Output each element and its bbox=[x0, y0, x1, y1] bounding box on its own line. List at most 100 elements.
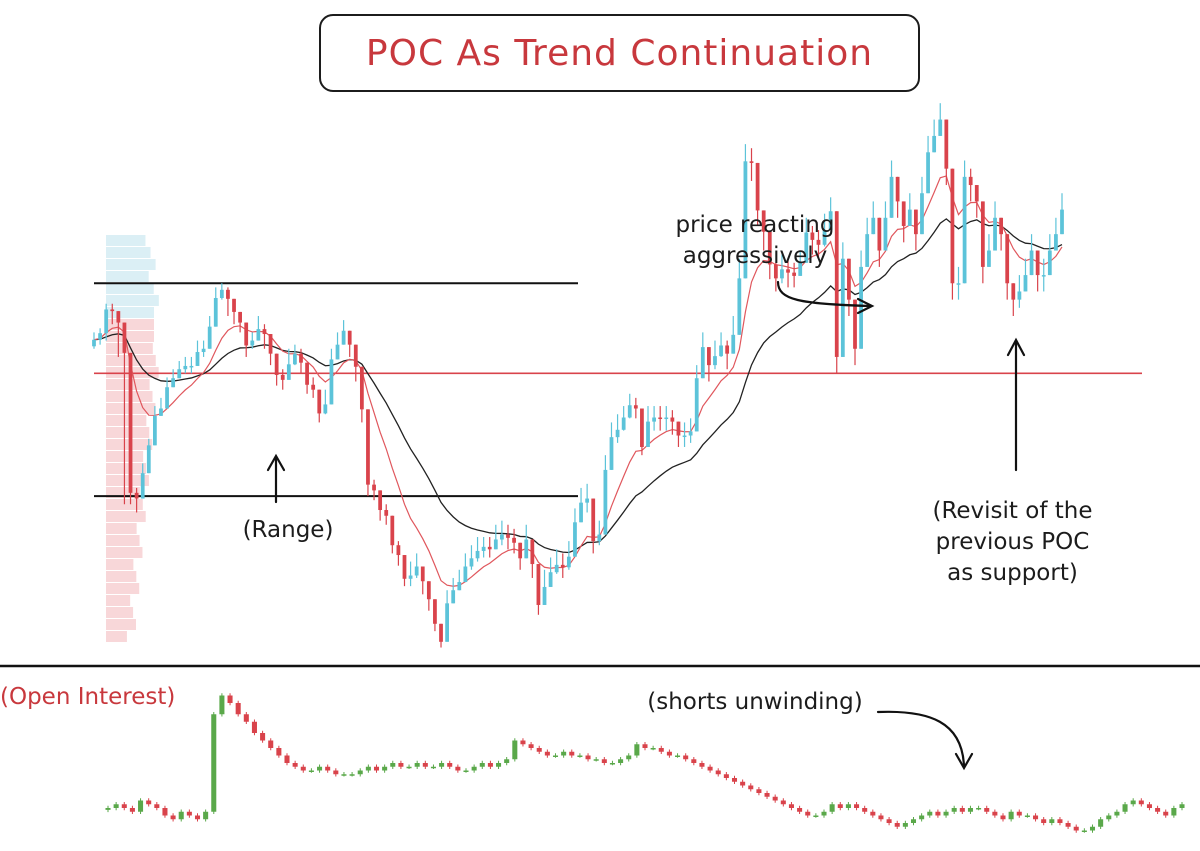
candle-body bbox=[871, 217, 876, 235]
price-candle bbox=[487, 537, 492, 558]
oi-body bbox=[268, 740, 274, 748]
candle-body bbox=[433, 599, 437, 624]
price-candle bbox=[804, 217, 809, 263]
oi-body bbox=[561, 751, 567, 756]
price-candle bbox=[122, 322, 127, 505]
oi-body bbox=[544, 751, 550, 756]
candle-body bbox=[798, 262, 803, 276]
candle-body bbox=[244, 322, 249, 346]
oi-body bbox=[992, 811, 998, 816]
arrow-head bbox=[1006, 337, 1026, 357]
candle-body bbox=[743, 161, 748, 279]
candle-body bbox=[694, 378, 699, 432]
oi-body bbox=[862, 808, 868, 812]
oi-candle bbox=[618, 757, 624, 766]
oi-candle bbox=[1089, 824, 1096, 833]
oi-candle bbox=[1073, 824, 1079, 833]
oi-candle bbox=[780, 798, 786, 807]
candle-body bbox=[122, 322, 127, 353]
candle-body bbox=[646, 421, 650, 447]
price-candle bbox=[615, 414, 620, 443]
candle-body bbox=[670, 417, 675, 422]
oi-candle bbox=[813, 813, 819, 818]
candle-body bbox=[171, 378, 176, 388]
price-candle bbox=[359, 366, 364, 423]
oi-body bbox=[146, 800, 152, 805]
oi-candle bbox=[561, 749, 567, 758]
price-candle bbox=[1011, 283, 1016, 317]
price-candle bbox=[159, 397, 163, 416]
oi-body bbox=[154, 804, 160, 808]
price-candle bbox=[920, 176, 924, 235]
price-candle bbox=[232, 298, 236, 325]
candle-body bbox=[353, 344, 358, 367]
candle-body bbox=[213, 298, 218, 327]
annotation-price-reacting: price reacting aggressively bbox=[675, 212, 835, 269]
oi-candle bbox=[284, 753, 290, 766]
candle-body bbox=[920, 193, 924, 235]
oi-candle bbox=[447, 760, 453, 769]
oi-body bbox=[609, 763, 615, 765]
candle-body bbox=[755, 162, 760, 211]
price-candle bbox=[987, 234, 991, 267]
oi-body bbox=[211, 714, 217, 812]
price-candle bbox=[719, 332, 723, 357]
candle-body bbox=[512, 537, 516, 543]
arrow-shaft bbox=[876, 710, 966, 768]
oi-candle bbox=[300, 764, 306, 773]
price-candle bbox=[676, 421, 681, 447]
oi-candle bbox=[772, 794, 778, 803]
candle-body bbox=[238, 311, 243, 323]
revisit-arrow bbox=[1006, 337, 1026, 472]
profile-bar bbox=[106, 427, 150, 438]
oi-body bbox=[178, 811, 184, 820]
price-candle bbox=[457, 569, 462, 591]
candle-body bbox=[110, 309, 115, 312]
candle-body bbox=[92, 339, 96, 347]
candle-body bbox=[262, 329, 267, 335]
oi-candle bbox=[471, 764, 477, 773]
price-candle bbox=[609, 422, 614, 470]
oi-candle bbox=[967, 805, 973, 814]
annotation-arrows bbox=[266, 280, 1026, 771]
profile-bar bbox=[106, 271, 149, 282]
price-candle bbox=[335, 332, 340, 360]
oi-body bbox=[675, 755, 681, 757]
candle-body bbox=[968, 176, 973, 186]
oi-body bbox=[821, 811, 827, 816]
oi-body bbox=[715, 770, 721, 775]
oi-candle bbox=[170, 813, 176, 822]
price-candle bbox=[408, 561, 413, 587]
candle-body bbox=[402, 555, 407, 579]
price-candle bbox=[621, 406, 626, 431]
candle-body bbox=[889, 176, 894, 218]
price-candle bbox=[195, 340, 200, 366]
oi-body bbox=[292, 763, 298, 767]
candle-body bbox=[207, 326, 212, 349]
price-candle bbox=[353, 344, 358, 382]
oi-body bbox=[707, 766, 713, 771]
oi-body bbox=[162, 808, 168, 816]
price-candle bbox=[110, 303, 115, 325]
candle-body bbox=[366, 409, 370, 485]
price-candle bbox=[767, 231, 772, 280]
profile-bar bbox=[106, 523, 137, 534]
candle-body bbox=[347, 330, 352, 345]
oi-candle bbox=[992, 809, 998, 818]
oi-candle bbox=[154, 802, 160, 811]
price-candle bbox=[475, 537, 480, 562]
oi-candle bbox=[691, 757, 697, 766]
price-candle bbox=[974, 185, 979, 218]
oi-body bbox=[512, 740, 518, 760]
candle-body bbox=[293, 353, 297, 365]
oi-body bbox=[439, 763, 445, 767]
oi-body bbox=[886, 819, 892, 823]
oi-candle bbox=[723, 772, 729, 781]
candle-body bbox=[98, 333, 102, 340]
candle-body bbox=[707, 347, 711, 366]
oi-body bbox=[333, 770, 339, 775]
price-candle bbox=[226, 287, 230, 317]
oi-body bbox=[520, 740, 526, 745]
oi-body bbox=[138, 800, 144, 812]
candle-body bbox=[134, 492, 139, 499]
